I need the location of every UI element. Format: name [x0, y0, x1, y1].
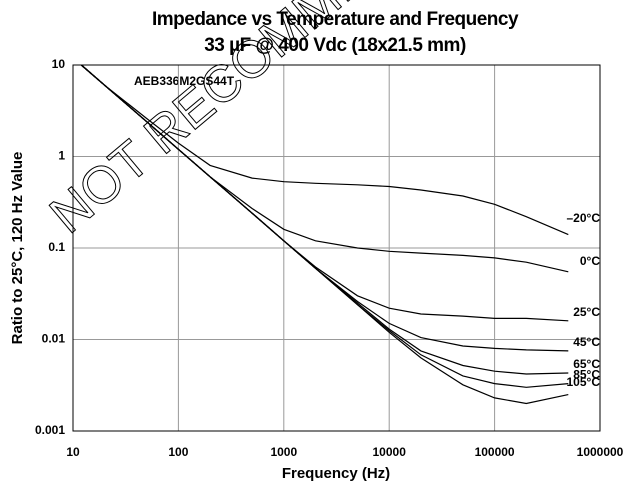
y-tick-label: 0.01: [42, 332, 66, 346]
series-label: 105°C: [567, 375, 601, 389]
series-label: 25°C: [573, 305, 600, 319]
x-tick-label: 100000: [475, 445, 515, 459]
x-tick-label: 10000: [373, 445, 407, 459]
series-label: 0°C: [580, 254, 600, 268]
series-line: [80, 64, 569, 236]
plot-frame: [72, 64, 601, 432]
x-axis-label: Frequency (Hz): [282, 465, 390, 482]
y-axis-label: Ratio to 25°C, 120 Hz Value: [9, 152, 26, 345]
x-tick-label: 1000000: [577, 445, 624, 459]
series-label: 85°C: [573, 368, 600, 382]
x-tick-label: 1000: [270, 445, 297, 459]
series-label: –20°C: [567, 211, 601, 225]
y-tick-label: 1: [58, 149, 65, 163]
chart-title: Impedance vs Temperature and Frequency: [152, 9, 519, 30]
y-tick-label: 10: [52, 57, 66, 71]
series-line: [80, 64, 569, 405]
y-tick-label: 0.001: [35, 423, 65, 437]
series-label: 65°C: [573, 357, 600, 371]
x-tick-label: 10: [66, 445, 80, 459]
chart-subtitle: 33 µF @ 400 Vdc (18x21.5 mm): [204, 35, 466, 56]
part-number: AEB336M2GS44T: [134, 74, 235, 88]
y-tick-label: 0.1: [48, 240, 65, 254]
x-tick-label: 100: [168, 445, 188, 459]
series-label: 45°C: [573, 335, 600, 349]
